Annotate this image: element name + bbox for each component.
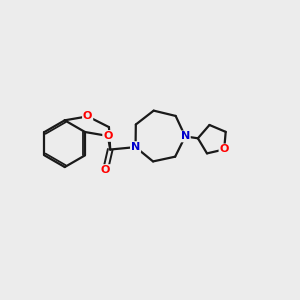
Text: O: O [220,144,229,154]
Text: N: N [181,131,190,141]
Text: O: O [101,165,110,175]
Text: O: O [103,131,112,141]
Text: O: O [83,111,92,122]
Text: N: N [131,142,140,152]
